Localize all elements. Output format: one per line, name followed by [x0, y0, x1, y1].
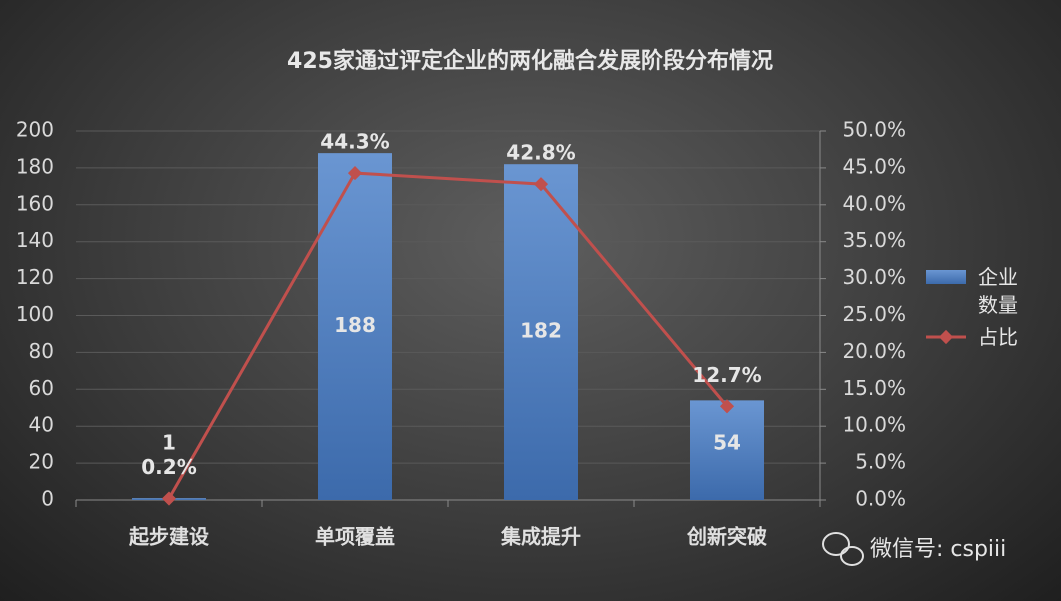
y-tick-label: 120 — [16, 265, 54, 289]
y2-tick-label: 30.0% — [842, 265, 906, 289]
chart-title: 425家通过评定企业的两化融合发展阶段分布情况 — [287, 48, 773, 74]
y-tick-label: 0 — [41, 487, 54, 511]
x-tick-label: 起步建设 — [128, 525, 209, 549]
y2-tick-label: 40.0% — [842, 191, 906, 215]
legend-swatch — [938, 329, 954, 345]
y2-tick-label: 35.0% — [842, 228, 906, 252]
y2-tick-label: 20.0% — [842, 339, 906, 363]
y2-tick-label: 50.0% — [842, 118, 906, 142]
line-marker — [161, 491, 177, 506]
line-marker — [719, 399, 735, 414]
y2-tick-label: 45.0% — [842, 154, 906, 178]
legend-swatch — [926, 270, 966, 284]
line-value-label: 44.3% — [320, 130, 389, 154]
y-tick-label: 40 — [29, 413, 54, 437]
line — [167, 171, 729, 500]
y-tick-label: 200 — [16, 118, 54, 142]
bar — [504, 164, 578, 500]
line-marker — [347, 165, 363, 181]
bar — [318, 153, 392, 500]
legend-item: 占比 — [926, 323, 1018, 351]
bar — [690, 400, 764, 500]
x-tick-label: 集成提升 — [500, 525, 581, 549]
legend-swatch — [926, 329, 966, 345]
x-tick-label: 单项覆盖 — [315, 525, 395, 549]
watermark-text: 微信号: cspiii — [870, 537, 1006, 562]
wechat-icon — [840, 546, 864, 566]
y-tick-label: 80 — [29, 339, 54, 363]
line-value-label: 0.2% — [141, 455, 196, 479]
x-tick-label: 创新突破 — [686, 525, 767, 549]
y-tick-label: 160 — [16, 191, 54, 215]
y2-tick-label: 5.0% — [855, 450, 906, 474]
line-value-label: 42.8% — [506, 141, 575, 165]
y-tick-label: 100 — [16, 302, 54, 326]
bar-value-label: 54 — [713, 431, 741, 455]
y2-tick-label: 15.0% — [842, 376, 906, 400]
bar-value-label: 1 — [162, 431, 176, 455]
y2-tick-label: 25.0% — [842, 302, 906, 326]
legend: 企业数量 占比 — [926, 263, 1018, 351]
watermark: 微信号: cspiii — [822, 532, 1006, 566]
legend-label: 企业数量 — [978, 265, 1018, 317]
line-marker — [533, 177, 549, 192]
bar-value-label: 182 — [520, 319, 562, 343]
y-tick-label: 140 — [16, 228, 54, 252]
line-value-label: 12.7% — [692, 363, 761, 387]
legend-swatch — [926, 270, 966, 284]
legend-item: 企业数量 — [926, 263, 1018, 319]
y-tick-label: 180 — [16, 154, 54, 178]
y2-tick-label: 0.0% — [855, 487, 906, 511]
wechat-icon — [822, 532, 850, 556]
y-tick-label: 20 — [29, 450, 54, 474]
legend-label: 占比 — [978, 325, 1018, 349]
y-tick-label: 60 — [29, 376, 54, 400]
bar-value-label: 188 — [334, 313, 376, 337]
y2-tick-label: 10.0% — [842, 413, 906, 437]
